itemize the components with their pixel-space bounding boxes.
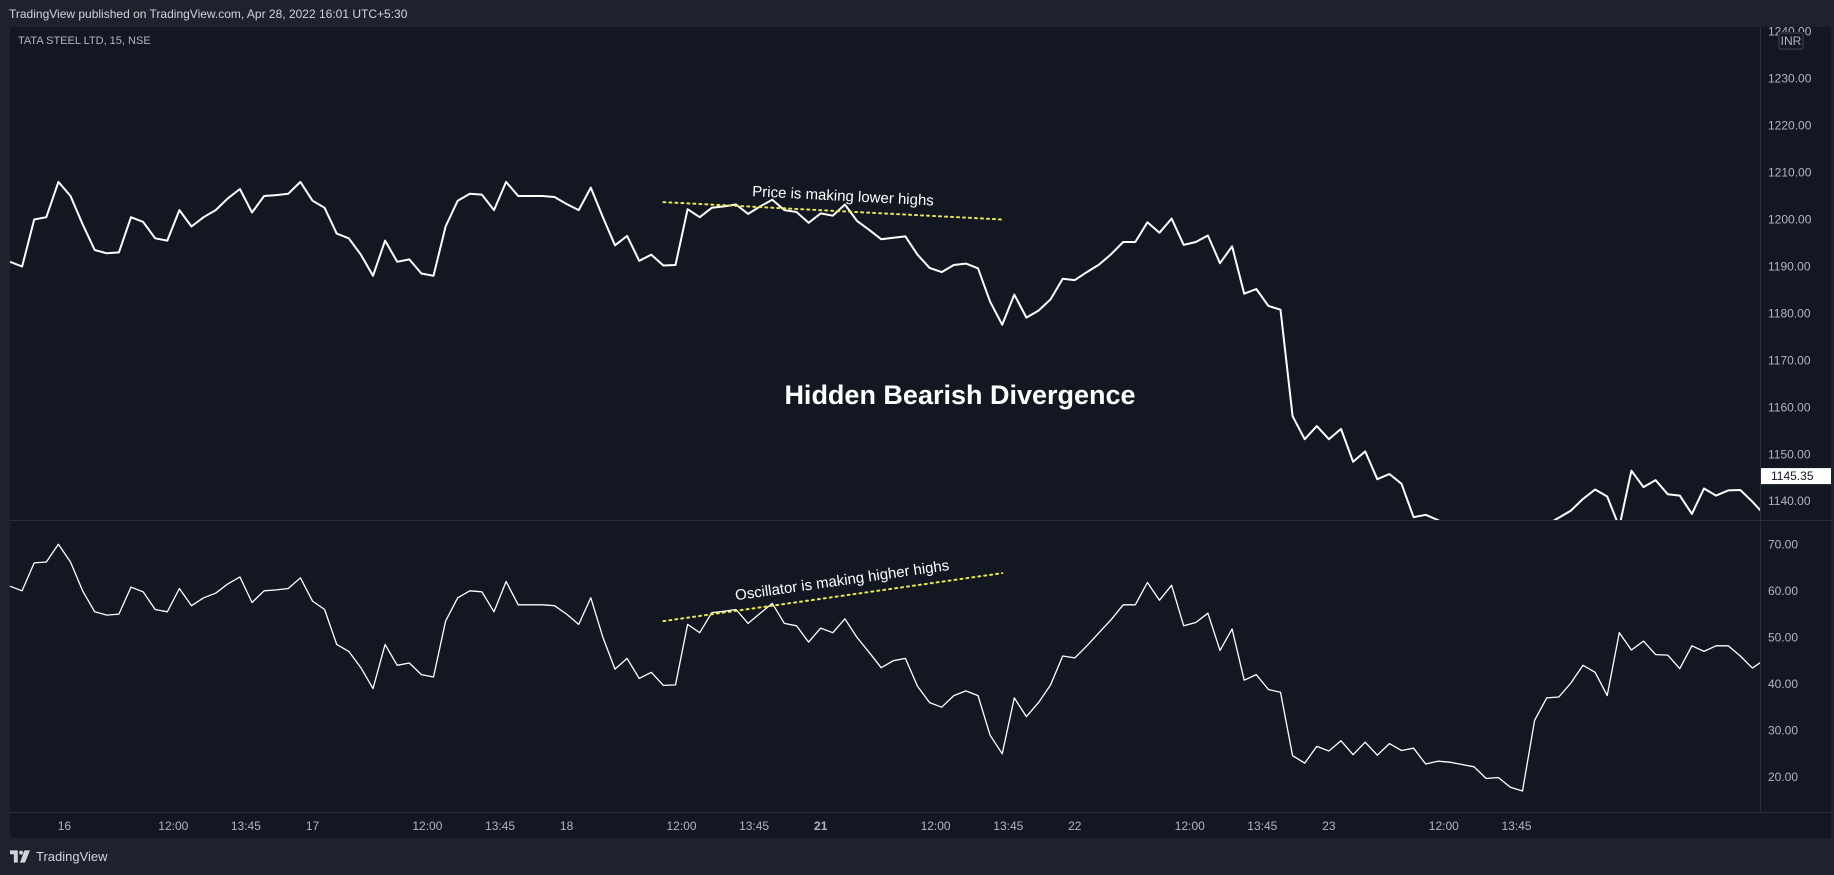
x-tick-label: 13:45 xyxy=(739,819,769,833)
price-y-tick-label: 1160.00 xyxy=(1768,400,1811,414)
price-y-tick-label: 1200.00 xyxy=(1768,213,1812,227)
price-y-tick-label: 1210.00 xyxy=(1768,166,1812,180)
price-axis-area xyxy=(1760,27,1831,812)
price-line xyxy=(10,180,1760,520)
symbol-label: TATA STEEL LTD, 15, NSE xyxy=(18,35,151,47)
x-tick-label: 13:45 xyxy=(1501,819,1531,833)
plot-area xyxy=(10,27,1760,812)
last-price-value: 1145.35 xyxy=(1771,469,1814,483)
tradingview-logo[interactable]: TradingView xyxy=(10,849,108,864)
x-tick-label: 22 xyxy=(1068,819,1082,833)
price-y-tick-label: 1180.00 xyxy=(1768,306,1811,320)
footer-bar: TradingView xyxy=(0,838,1834,875)
x-tick-label: 13:45 xyxy=(485,819,515,833)
oscillator-y-tick-label: 50.00 xyxy=(1768,630,1798,644)
divergence-title: Hidden Bearish Divergence xyxy=(784,380,1135,410)
price-y-tick-label: 1220.00 xyxy=(1768,119,1812,133)
price-y-tick-label: 1230.00 xyxy=(1768,72,1812,86)
price-y-tick-label: 1140.00 xyxy=(1768,494,1811,508)
price-series-group xyxy=(10,180,1760,520)
currency-badge xyxy=(1778,32,1804,50)
oscillator-y-tick-label: 60.00 xyxy=(1768,584,1798,598)
x-tick-label: 18 xyxy=(560,819,574,833)
x-tick-label: 12:00 xyxy=(412,819,442,833)
x-tick-label: 12:00 xyxy=(1175,819,1205,833)
oscillator-series-group xyxy=(10,543,1760,792)
x-tick-label: 17 xyxy=(306,819,320,833)
x-tick-label: 12:00 xyxy=(1429,819,1459,833)
price-y-tick-label: 1170.00 xyxy=(1768,353,1811,367)
oscillator-y-tick-label: 40.00 xyxy=(1768,677,1798,691)
x-tick-label: 12:00 xyxy=(158,819,188,833)
x-tick-label: 13:45 xyxy=(1247,819,1277,833)
x-tick-label: 16 xyxy=(58,819,72,833)
time-axis-area xyxy=(10,812,1831,838)
price-y-tick-label: 1150.00 xyxy=(1768,447,1811,461)
price-y-tick-label: 1190.00 xyxy=(1768,260,1811,274)
oscillator-y-tick-label: 30.00 xyxy=(1768,724,1798,738)
x-tick-label: 12:00 xyxy=(666,819,696,833)
x-tick-label: 21 xyxy=(814,819,828,833)
brand-name: TradingView xyxy=(36,849,108,864)
currency-box xyxy=(1778,32,1804,50)
publish-info: TradingView published on TradingView.com… xyxy=(9,7,408,21)
oscillator-y-tick-label: 70.00 xyxy=(1768,537,1798,551)
x-tick-label: 12:00 xyxy=(921,819,951,833)
last-price-tag xyxy=(1761,468,1831,485)
oscillator-y-tick-label: 20.00 xyxy=(1768,770,1798,784)
publish-header: TradingView published on TradingView.com… xyxy=(0,0,1834,27)
oscillator-line xyxy=(10,543,1760,792)
price-trendline xyxy=(662,201,1004,221)
x-tick-label: 23 xyxy=(1322,819,1336,833)
chart-canvas[interactable]: 1230.00 1220.00 1210.00 1200.00 1190.00 1180.… xyxy=(0,0,1834,838)
x-tick-label: 13:45 xyxy=(993,819,1023,833)
x-tick-label: 13:45 xyxy=(231,819,261,833)
currency-label: INR xyxy=(1781,34,1802,48)
tradingview-logo-icon xyxy=(10,850,30,863)
